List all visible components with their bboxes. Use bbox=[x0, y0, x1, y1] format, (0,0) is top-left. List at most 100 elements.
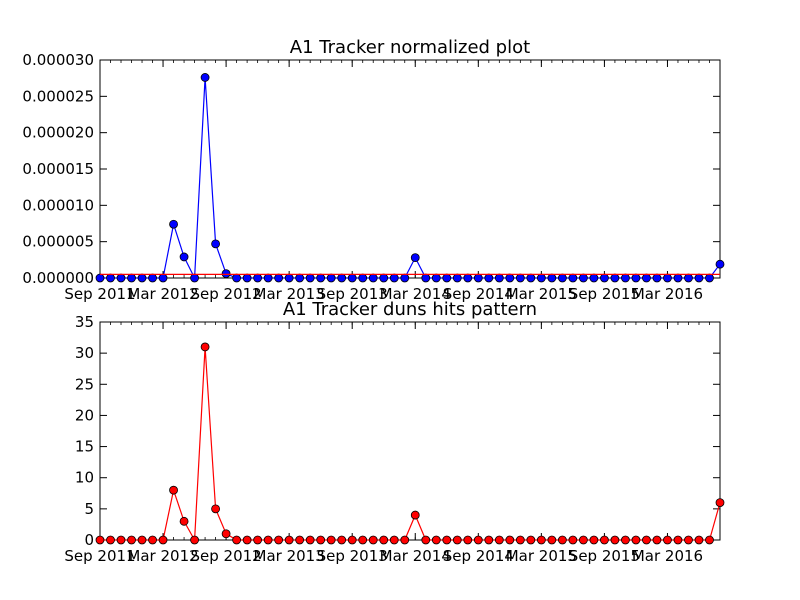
data-point bbox=[368, 535, 378, 545]
data-point bbox=[200, 342, 210, 352]
data-point bbox=[389, 535, 399, 545]
data-point bbox=[684, 535, 693, 545]
data-point bbox=[400, 273, 410, 283]
data-point bbox=[442, 535, 452, 545]
data-point bbox=[337, 273, 347, 283]
data-point bbox=[116, 273, 126, 283]
data-point bbox=[494, 273, 504, 283]
y-tick-label: 10 bbox=[75, 469, 94, 487]
data-point bbox=[547, 273, 557, 283]
x-tick-label: Mar 2015 bbox=[506, 547, 577, 565]
y-tick-label: 0.000030 bbox=[22, 51, 94, 69]
plot-frame bbox=[99, 59, 721, 279]
y-tick-label: 0.000025 bbox=[22, 87, 94, 105]
data-point bbox=[179, 516, 189, 526]
series-line bbox=[100, 77, 721, 281]
data-point bbox=[515, 535, 525, 545]
data-point bbox=[158, 273, 168, 283]
x-tick-label: Mar 2014 bbox=[380, 547, 451, 565]
data-point bbox=[642, 273, 651, 283]
data-point bbox=[494, 535, 504, 545]
series-line bbox=[100, 346, 721, 543]
data-point bbox=[694, 273, 704, 283]
x-tick-label: Sep 2011 bbox=[64, 547, 135, 565]
data-point bbox=[557, 535, 567, 545]
data-point bbox=[410, 510, 420, 520]
data-point bbox=[610, 273, 620, 283]
data-point bbox=[526, 535, 536, 545]
data-point bbox=[452, 273, 462, 283]
data-point bbox=[705, 273, 714, 283]
data-point bbox=[515, 273, 525, 283]
x-tick-label: Sep 2015 bbox=[569, 547, 640, 565]
data-point bbox=[211, 504, 220, 514]
y-tick-label: 20 bbox=[75, 406, 94, 424]
data-point bbox=[505, 273, 515, 283]
data-point bbox=[452, 535, 462, 545]
data-point bbox=[526, 273, 536, 283]
data-point bbox=[284, 535, 294, 545]
data-point bbox=[179, 252, 189, 262]
x-tick-label: Sep 2013 bbox=[317, 547, 388, 565]
data-point bbox=[232, 535, 242, 545]
data-point bbox=[274, 535, 284, 545]
data-point bbox=[663, 535, 672, 545]
data-point bbox=[106, 273, 115, 283]
data-point bbox=[631, 273, 641, 283]
data-point bbox=[536, 535, 546, 545]
chart-title: A1 Tracker duns hits pattern bbox=[283, 299, 537, 320]
data-point bbox=[536, 273, 546, 283]
y-tick-label: 5 bbox=[84, 500, 94, 518]
data-point bbox=[253, 273, 263, 283]
data-point bbox=[589, 273, 599, 283]
data-point bbox=[137, 273, 147, 283]
data-point bbox=[600, 535, 609, 545]
data-point bbox=[221, 529, 231, 539]
data-point bbox=[673, 535, 683, 545]
data-point bbox=[200, 73, 210, 82]
data-point bbox=[95, 273, 105, 283]
data-point bbox=[211, 239, 220, 249]
data-point bbox=[358, 535, 368, 545]
data-point bbox=[578, 535, 588, 545]
y-tick-label: 0.000005 bbox=[22, 233, 94, 251]
data-point bbox=[631, 535, 641, 545]
data-point bbox=[158, 535, 168, 545]
data-point bbox=[379, 535, 389, 545]
data-point bbox=[431, 535, 441, 545]
x-tick-label: Mar 2016 bbox=[632, 547, 703, 565]
data-point bbox=[116, 535, 126, 545]
x-tick-label: Mar 2012 bbox=[127, 285, 198, 303]
y-tick-label: 0.000000 bbox=[22, 269, 94, 287]
data-point bbox=[263, 273, 273, 283]
data-point bbox=[473, 535, 483, 545]
data-point bbox=[410, 253, 420, 263]
series-0 bbox=[95, 73, 725, 283]
data-point bbox=[642, 535, 651, 545]
data-point bbox=[621, 535, 630, 545]
x-tick-label: Sep 2014 bbox=[443, 547, 514, 565]
x-tick-label: Mar 2013 bbox=[254, 547, 325, 565]
x-tick-label: Sep 2013 bbox=[317, 285, 388, 303]
data-point bbox=[578, 273, 588, 283]
data-point bbox=[473, 273, 483, 283]
data-point bbox=[715, 498, 725, 508]
x-tick-label: Mar 2014 bbox=[380, 285, 451, 303]
data-point bbox=[190, 273, 199, 283]
data-point bbox=[127, 273, 136, 283]
x-tick-label: Mar 2016 bbox=[632, 285, 703, 303]
data-point bbox=[95, 535, 105, 545]
data-point bbox=[379, 273, 389, 283]
x-tick-label: Sep 2011 bbox=[64, 285, 135, 303]
y-tick-label: 30 bbox=[75, 344, 94, 362]
data-point bbox=[652, 535, 662, 545]
data-point bbox=[169, 485, 178, 495]
data-point bbox=[652, 273, 662, 283]
x-tick-label: Sep 2015 bbox=[569, 285, 640, 303]
data-point bbox=[347, 273, 357, 283]
data-point bbox=[316, 535, 326, 545]
data-point bbox=[705, 535, 714, 545]
plot-frame bbox=[99, 321, 721, 541]
